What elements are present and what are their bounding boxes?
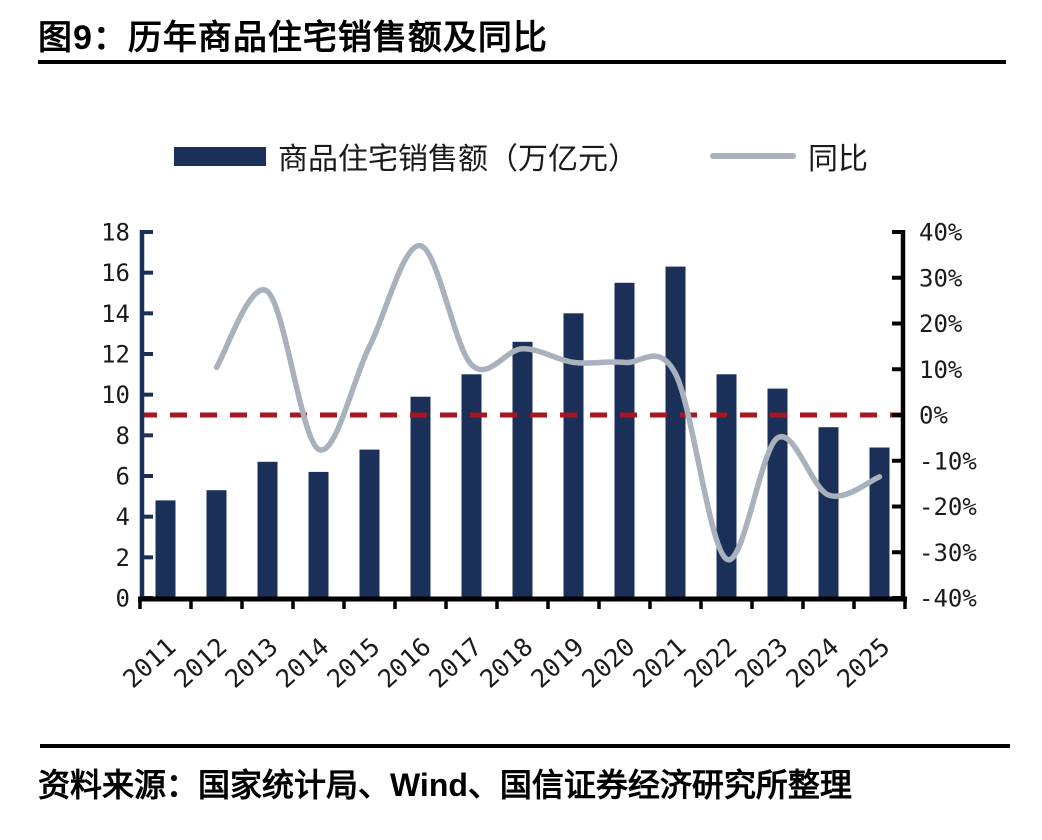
right-axis-tick-label: 0% [919,402,948,430]
bar-2020 [614,282,635,598]
footer-divider [40,744,1010,748]
left-axis-tick-label: 16 [101,259,130,287]
left-axis-tick-label: 18 [101,219,130,247]
right-axis-tick-label: -10% [919,447,977,475]
bar-2014 [308,471,329,598]
right-axis-tick-label: 20% [919,310,963,338]
x-axis-label-2018: 2018 [474,632,538,694]
left-axis-tick-label: 10 [101,381,130,409]
x-axis-label-2021: 2021 [627,632,691,694]
x-axis-label-2016: 2016 [372,632,436,694]
left-axis-tick-label: 6 [116,463,130,491]
right-axis-tick-label: -30% [919,539,977,567]
figure-title: 图9：历年商品住宅销售额及同比 [38,19,548,57]
chart-legend: 商品住宅销售额（万亿元） 同比 [0,134,1042,178]
left-axis-tick-label: 0 [116,585,130,613]
legend-item-sales: 商品住宅销售额（万亿元） [174,134,638,178]
left-axis-tick-label: 12 [101,341,130,369]
bar-2023 [767,388,788,598]
bar-legend-swatch [174,146,266,166]
chart-canvas: 18 16 14 12 10 8 6 4 2 0 40% 30% 20% 10% 0% -10% -20% -30… [101,219,977,694]
x-axis-label-2013: 2013 [219,632,283,694]
bar-2019 [563,313,584,598]
left-axis-tick-label: 2 [116,544,130,572]
x-axis-label-2025: 2025 [831,632,895,694]
x-axis: 2011201220132014201520162017201820192020… [117,596,907,694]
x-axis-label-2023: 2023 [729,632,793,694]
bar-2022 [716,374,737,598]
line-legend-swatch [710,153,796,159]
x-axis-label-2019: 2019 [525,632,589,694]
source-note: 资料来源：国家统计局、Wind、国信证券经济研究所整理 [38,767,852,803]
left-axis-tick-label: 8 [116,422,130,450]
bar-2015 [359,449,380,598]
left-axis-tick-label: 4 [116,503,130,531]
x-axis-label-2014: 2014 [270,632,334,694]
title-divider [38,60,1006,64]
x-axis-label-2020: 2020 [576,632,640,694]
bar-2013 [257,461,278,598]
x-axis-label-2017: 2017 [423,632,487,694]
x-axis-label-2011: 2011 [117,632,181,694]
line-legend-label: 同比 [808,143,868,176]
bar-2021 [665,266,686,598]
right-axis-tick-label: 40% [919,219,963,247]
right-axis-tick-label: -40% [919,585,977,613]
bar-legend-label: 商品住宅销售额（万亿元） [278,143,638,176]
bar-2012 [206,490,227,598]
x-axis-label-2022: 2022 [678,632,742,694]
right-axis-tick-label: 10% [919,356,963,384]
left-axis-tick-label: 14 [101,300,130,328]
right-axis-tick-label: 30% [919,264,963,292]
bar-2018 [512,341,533,598]
left-axis: 18 16 14 12 10 8 6 4 2 0 [101,219,153,613]
x-axis-label-2015: 2015 [321,632,385,694]
bar-2011 [155,500,176,598]
bar-2025 [869,447,890,598]
x-axis-label-2012: 2012 [168,632,232,694]
plot-bars [155,266,890,598]
x-axis-label-2024: 2024 [780,632,844,694]
yoy-line [213,242,883,563]
right-axis-tick-label: -20% [919,493,977,521]
bar-2016 [410,396,431,598]
bar-2024 [818,427,839,598]
bar-2017 [461,374,482,598]
legend-item-yoy: 同比 [710,134,868,178]
right-axis: 40% 30% 20% 10% 0% -10% -20% -30% -40% [892,219,977,613]
